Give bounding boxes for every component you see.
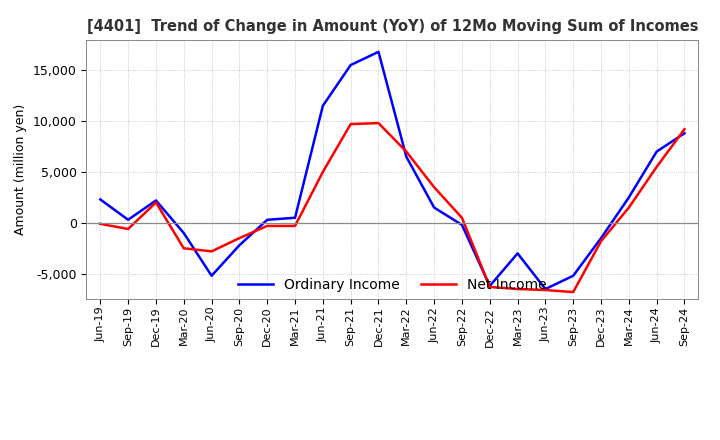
Ordinary Income bbox=[680, 131, 689, 136]
Ordinary Income bbox=[318, 103, 327, 108]
Net Income bbox=[569, 290, 577, 295]
Net Income bbox=[485, 284, 494, 290]
Net Income bbox=[430, 184, 438, 190]
Title: [4401]  Trend of Change in Amount (YoY) of 12Mo Moving Sum of Incomes: [4401] Trend of Change in Amount (YoY) o… bbox=[86, 19, 698, 34]
Net Income bbox=[207, 249, 216, 254]
Net Income bbox=[124, 226, 132, 231]
Ordinary Income bbox=[652, 149, 661, 154]
Ordinary Income bbox=[374, 49, 383, 55]
Net Income bbox=[374, 121, 383, 126]
Net Income bbox=[541, 287, 550, 293]
Ordinary Income bbox=[485, 283, 494, 289]
Line: Ordinary Income: Ordinary Income bbox=[100, 52, 685, 289]
Ordinary Income bbox=[597, 235, 606, 241]
Ordinary Income bbox=[263, 217, 271, 223]
Ordinary Income bbox=[235, 242, 243, 248]
Net Income bbox=[652, 164, 661, 169]
Ordinary Income bbox=[569, 273, 577, 279]
Ordinary Income bbox=[624, 195, 633, 200]
Net Income bbox=[346, 121, 355, 127]
Y-axis label: Amount (million yen): Amount (million yen) bbox=[14, 104, 27, 235]
Ordinary Income bbox=[179, 231, 188, 236]
Ordinary Income bbox=[430, 205, 438, 210]
Net Income bbox=[152, 200, 161, 205]
Ordinary Income bbox=[291, 215, 300, 220]
Net Income bbox=[235, 235, 243, 241]
Net Income bbox=[318, 169, 327, 175]
Ordinary Income bbox=[346, 62, 355, 68]
Ordinary Income bbox=[152, 198, 161, 203]
Ordinary Income bbox=[124, 217, 132, 223]
Ordinary Income bbox=[402, 154, 410, 159]
Net Income bbox=[291, 223, 300, 228]
Ordinary Income bbox=[207, 273, 216, 279]
Net Income bbox=[402, 149, 410, 154]
Net Income bbox=[179, 246, 188, 251]
Net Income bbox=[96, 221, 104, 227]
Net Income bbox=[513, 286, 522, 292]
Line: Net Income: Net Income bbox=[100, 123, 685, 292]
Net Income bbox=[624, 205, 633, 210]
Net Income bbox=[597, 238, 606, 244]
Net Income bbox=[458, 215, 467, 220]
Ordinary Income bbox=[96, 197, 104, 202]
Legend: Ordinary Income, Net Income: Ordinary Income, Net Income bbox=[233, 272, 552, 297]
Net Income bbox=[680, 127, 689, 132]
Ordinary Income bbox=[458, 222, 467, 227]
Net Income bbox=[263, 223, 271, 228]
Ordinary Income bbox=[513, 251, 522, 256]
Ordinary Income bbox=[541, 286, 550, 292]
